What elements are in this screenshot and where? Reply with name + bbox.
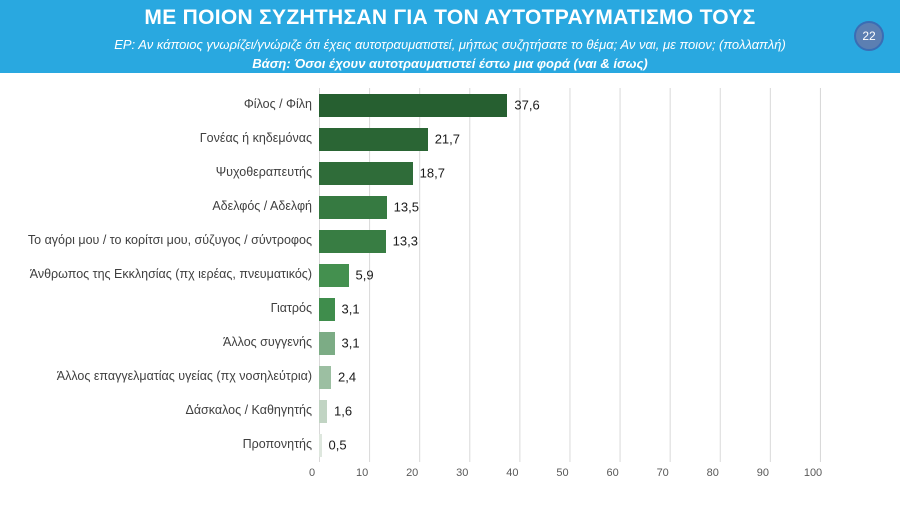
- bar-track: 18,7: [319, 156, 821, 190]
- bar: [319, 161, 413, 185]
- chart-row: Γονέας ή κηδεμόνας 21,7: [0, 122, 900, 156]
- value-label: 2,4: [338, 369, 357, 385]
- x-tick-label: 60: [606, 467, 619, 479]
- value-label: 0,5: [328, 437, 347, 453]
- category-label: Δάσκαλος / Καθηγητής: [185, 403, 312, 418]
- value-label: 3,1: [341, 301, 360, 317]
- value-label: 37,6: [514, 97, 540, 113]
- bar: [319, 433, 322, 457]
- category-label: Προπονητής: [242, 437, 312, 452]
- x-axis: 0 10 20 30 40 50 60 70 80 90 100: [0, 467, 900, 483]
- value-label: 21,7: [434, 131, 461, 147]
- page-number-badge: 22: [854, 21, 884, 51]
- axis-spacer: [0, 467, 312, 483]
- question-subtitle: ΕΡ: Αν κάποιος γνωρίζει/γνώριζε ότι έχει…: [114, 37, 786, 53]
- bar: [319, 365, 332, 389]
- chart-row: Άλλος συγγενής 3,1: [0, 326, 900, 360]
- category-label: Γιατρός: [270, 301, 312, 316]
- bar-chart: Φίλος / Φίλη 37,6 Γονέας ή κηδεμόνας 21,7 Ψυ…: [0, 88, 900, 483]
- chart-row: Το αγόρι μου / το κορίτσι μου, σύζυγος /…: [0, 224, 900, 258]
- bar: [319, 127, 428, 151]
- x-tick-label: 20: [406, 467, 419, 479]
- chart-row: Γιατρός 3,1: [0, 292, 900, 326]
- bar-track: 37,6: [319, 88, 821, 122]
- chart-row: Ψυχοθεραπευτής 18,7: [0, 156, 900, 190]
- category-label: Φίλος / Φίλη: [243, 97, 312, 112]
- bar-track: 13,5: [319, 190, 821, 224]
- bar-track: 13,3: [319, 224, 821, 258]
- value-label: 1,6: [334, 403, 353, 419]
- category-label: Αδελφός / Αδελφή: [212, 199, 312, 214]
- bar: [319, 229, 386, 253]
- x-tick-label: 40: [506, 467, 519, 479]
- bar: [319, 195, 387, 219]
- bar-track: 3,1: [319, 326, 821, 360]
- x-tick-label: 90: [756, 467, 770, 479]
- header-band: ΜΕ ΠΟΙΟΝ ΣΥΖΗΤΗΣΑΝ ΓΙΑ ΤΟΝ ΑΥΤΟΤΡΑΥΜΑΤΙΣ…: [0, 0, 900, 73]
- chart-row: Άνθρωπος της Εκκλησίας (πχ ιερέας, πνευμ…: [0, 258, 900, 292]
- x-tick-label: 50: [556, 467, 569, 479]
- slide-title: ΜΕ ΠΟΙΟΝ ΣΥΖΗΤΗΣΑΝ ΓΙΑ ΤΟΝ ΑΥΤΟΤΡΑΥΜΑΤΙΣ…: [144, 6, 756, 29]
- x-tick-label: 30: [456, 467, 469, 479]
- value-label: 13,3: [392, 233, 418, 249]
- bar-track: 21,7: [319, 122, 821, 156]
- value-label: 13,5: [393, 199, 419, 215]
- bar: [319, 297, 335, 321]
- value-label: 18,7: [419, 165, 445, 181]
- bar-track: 3,1: [319, 292, 821, 326]
- x-tick-label: 70: [656, 467, 669, 479]
- base-note: Βάση: Όσοι έχουν αυτοτραυματιστεί έστω μ…: [252, 55, 648, 71]
- page-number: 22: [862, 29, 876, 43]
- chart-row: Φίλος / Φίλη 37,6: [0, 88, 900, 122]
- category-label: Άλλος επαγγελματίας υγείας (πχ νοσηλεύτρ…: [56, 369, 312, 384]
- value-label: 5,9: [355, 267, 374, 283]
- value-label: 3,1: [341, 335, 360, 351]
- x-tick-label: 80: [706, 467, 719, 479]
- bar-track: 2,4: [319, 360, 821, 394]
- bar: [319, 331, 335, 355]
- bar: [319, 93, 508, 117]
- chart-rows: Φίλος / Φίλη 37,6 Γονέας ή κηδεμόνας 21,7 Ψυ…: [0, 88, 900, 462]
- chart-row: Αδελφός / Αδελφή 13,5: [0, 190, 900, 224]
- chart-row: Δάσκαλος / Καθηγητής 1,6: [0, 394, 900, 428]
- bar-track: 0,5: [319, 428, 821, 462]
- category-label: Γονέας ή κηδεμόνας: [199, 131, 312, 146]
- bar-track: 5,9: [319, 258, 821, 292]
- chart-row: Προπονητής 0,5: [0, 428, 900, 462]
- category-label: Άνθρωπος της Εκκλησίας (πχ ιερέας, πνευμ…: [29, 267, 312, 282]
- x-tick-label: 10: [355, 467, 369, 479]
- x-tick-label: 100: [803, 467, 823, 479]
- bar-track: 1,6: [319, 394, 821, 428]
- axis-ticks: 0 10 20 30 40 50 60 70 80 90 100: [308, 467, 822, 483]
- bar: [319, 399, 328, 423]
- category-label: Το αγόρι μου / το κορίτσι μου, σύζυγος /…: [27, 233, 312, 248]
- x-tick-label: 0: [308, 467, 316, 479]
- bar: [319, 263, 349, 287]
- chart-row: Άλλος επαγγελματίας υγείας (πχ νοσηλεύτρ…: [0, 360, 900, 394]
- category-label: Ψυχοθεραπευτής: [215, 165, 312, 180]
- category-label: Άλλος συγγενής: [223, 335, 312, 350]
